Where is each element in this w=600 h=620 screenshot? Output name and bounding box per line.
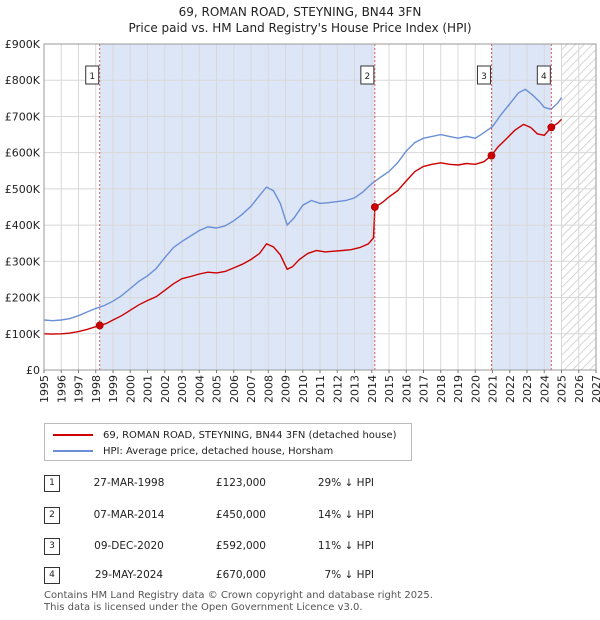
sale-label: 4: [541, 72, 547, 82]
sale-label-box: [360, 65, 375, 85]
x-tick-label: 1999: [107, 375, 120, 403]
transaction-price: £670,000: [215, 569, 266, 581]
x-tick-label: 2011: [314, 375, 327, 403]
x-tick-label: 2026: [573, 375, 586, 403]
sale-point: [370, 203, 379, 211]
transaction-date: 27-MAR-1998: [93, 477, 165, 489]
y-tick-label: £600K: [5, 147, 41, 160]
series-line-hpi: [43, 88, 563, 322]
transaction-hpi-diff: 11% ↓ HPI: [317, 540, 374, 552]
x-tick-label: 2019: [452, 375, 465, 403]
y-tick-label: £0: [26, 364, 40, 377]
y-tick-label: £100K: [5, 328, 41, 341]
transaction-hpi-diff: 14% ↓ HPI: [317, 509, 374, 521]
x-tick-label: 2025: [556, 375, 569, 403]
x-tick-label: 2012: [331, 375, 344, 403]
chart-title-line1: 69, ROMAN ROAD, STEYNING, BN44 3FN: [178, 5, 422, 19]
y-tick-label: £900K: [5, 38, 41, 51]
y-tick-label: £500K: [5, 183, 41, 196]
sale-label: 2: [364, 72, 370, 82]
transaction-date: 09-DEC-2020: [94, 540, 164, 552]
legend-item-price-paid: 69, ROMAN ROAD, STEYNING, BN44 3FN (deta…: [53, 428, 397, 442]
x-tick-label: 1995: [38, 375, 51, 403]
x-tick-label: 1998: [90, 375, 103, 403]
x-tick-label: 2005: [211, 375, 224, 403]
sale-label-box: [476, 65, 491, 85]
x-tick-label: 2015: [383, 375, 396, 403]
x-tick-label: 2003: [176, 375, 189, 403]
legend: 69, ROMAN ROAD, STEYNING, BN44 3FN (deta…: [44, 423, 412, 461]
transaction-price: £450,000: [215, 509, 266, 521]
y-tick-label: £200K: [5, 292, 41, 305]
legend-label-hpi: HPI: Average price, detached house, Hors…: [103, 445, 334, 457]
x-tick-label: 2014: [366, 375, 379, 403]
x-tick-label: 2023: [521, 375, 534, 403]
transaction-badge: 1: [44, 475, 60, 492]
series-line-price-paid: [43, 118, 563, 335]
x-tick-label: 2004: [193, 375, 206, 403]
x-tick-label: 2010: [297, 375, 310, 403]
legend-swatch-price-paid: [53, 434, 93, 436]
legend-item-hpi: HPI: Average price, detached house, Hors…: [53, 444, 333, 458]
x-tick-label: 2016: [400, 375, 413, 403]
sale-label: 3: [481, 72, 487, 82]
footer-licence: This data is licensed under the Open Gov…: [44, 602, 363, 613]
sale-label-box: [536, 65, 551, 85]
transaction-hpi-diff: 29% ↓ HPI: [317, 477, 374, 489]
x-tick-label: 2009: [280, 375, 293, 403]
transaction-date: 29-MAY-2024: [94, 569, 164, 581]
x-tick-label: 2021: [487, 375, 500, 403]
transaction-price: £592,000: [215, 540, 266, 552]
shaded-ownership-range: [99, 44, 375, 370]
x-tick-label: 2001: [142, 375, 155, 403]
legend-swatch-hpi: [53, 450, 93, 452]
x-tick-label: 2007: [245, 375, 258, 403]
x-tick-label: 2017: [418, 375, 431, 403]
sale-point: [487, 151, 496, 160]
legend-label-price-paid: 69, ROMAN ROAD, STEYNING, BN44 3FN (deta…: [103, 429, 397, 441]
x-tick-label: 2000: [124, 375, 137, 403]
shaded-ownership-range: [491, 44, 552, 370]
x-tick-label: 2020: [469, 375, 482, 403]
x-tick-label: 2022: [504, 375, 517, 403]
transaction-price: £123,000: [215, 477, 266, 489]
y-tick-label: £400K: [5, 219, 41, 232]
chart-title-line2: Price paid vs. HM Land Registry's House …: [128, 21, 472, 35]
x-tick-label: 2018: [435, 375, 448, 403]
x-tick-label: 2008: [262, 375, 275, 403]
transaction-hpi-diff: 7% ↓ HPI: [324, 569, 374, 581]
sale-point: [95, 321, 104, 330]
sale-label-box: [85, 65, 100, 85]
x-tick-label: 1997: [73, 375, 86, 403]
y-tick-label: £300K: [5, 255, 41, 268]
transaction-badge: 3: [44, 538, 60, 555]
price-chart: 1 2 3 4 £0 £100K £200K £300K £400K £500K £600K £70…: [5, 38, 600, 403]
x-tick-label: 2024: [538, 375, 551, 403]
footer-copyright: Contains HM Land Registry data © Crown c…: [44, 590, 433, 601]
x-tick-label: 2006: [228, 375, 241, 403]
y-tick-label: £800K: [5, 74, 41, 87]
transaction-date: 07-MAR-2014: [93, 509, 165, 521]
transaction-badge: 2: [44, 507, 60, 524]
x-tick-label: 2027: [590, 375, 600, 403]
y-tick-label: £700K: [5, 110, 41, 123]
x-tick-label: 2013: [349, 375, 362, 403]
x-tick-label: 2002: [159, 375, 172, 403]
transaction-badge: 4: [44, 567, 60, 584]
x-tick-label: 1996: [55, 375, 68, 403]
sale-label: 1: [89, 72, 95, 82]
sale-point: [547, 123, 556, 132]
